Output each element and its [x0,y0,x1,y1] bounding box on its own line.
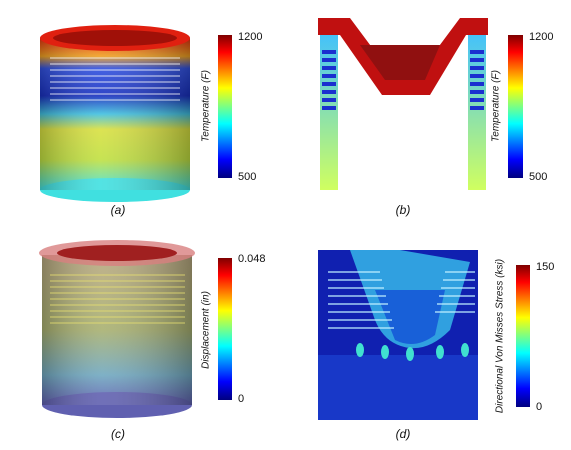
colorbar-min: 0 [238,393,244,405]
colorbar [508,35,523,178]
panel-d-image [318,250,478,420]
colorbar-min: 500 [529,171,547,183]
panel-a-image [40,25,190,202]
colorbar [218,258,232,400]
caption: (d) [396,427,411,441]
colorbar-label: Displacement (in) [201,291,212,369]
colorbar-label: Temperature (F) [491,70,502,142]
caption: (c) [111,427,125,441]
colorbar-label: Directional Von Misses Stress (ksi) [495,259,506,413]
colorbar-max: 1200 [529,31,553,43]
colorbar-max: 150 [536,261,554,273]
panel-c-image [39,240,195,418]
colorbar [218,35,232,178]
colorbar-label: Temperature (F) [201,70,212,142]
colorbar-min: 0 [536,401,542,413]
caption: (a) [111,203,126,217]
colorbar-max: 1200 [238,31,262,43]
colorbar-max: 0.048 [238,253,266,265]
colorbar [516,265,530,407]
caption: (b) [396,203,411,217]
panel-b-image [318,18,488,190]
colorbar-min: 500 [238,171,256,183]
